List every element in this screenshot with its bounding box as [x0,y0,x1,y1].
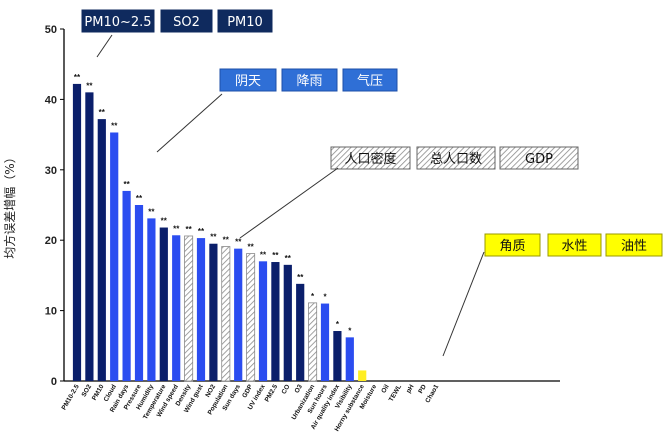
significance-label: ** [260,250,267,259]
y-tick-label: 0 [51,376,57,388]
significance-label: ** [235,238,242,247]
significance-label: ** [173,224,180,233]
bar [246,253,256,382]
y-axis-label: 均方误差增幅（%） [2,151,17,258]
category-label: PM2.5 [264,383,280,403]
y-tick-label: 40 [45,94,57,106]
annotation-box [484,233,541,257]
bar [122,190,131,381]
significance-label: ** [285,254,292,263]
annotation-box [605,233,663,257]
annotation-box-label: GDP [525,152,553,167]
category-label: Oil [380,383,390,394]
significance-label: ** [123,180,130,189]
significance-label: ** [148,207,155,216]
bar [271,262,280,381]
significance-label: ** [198,227,205,236]
category-label: PM10-2.5 [61,383,81,411]
category-label: O3 [294,383,305,394]
connector-line [156,93,223,153]
bar [209,243,218,381]
connector-line [96,34,113,58]
annotation-box [547,233,602,257]
significance-label: ** [272,251,279,260]
bar [72,83,82,382]
significance-label: ** [74,73,81,82]
bar [258,261,268,381]
connector-line [442,251,485,357]
category-label: pH [405,383,416,394]
axes: 0 10 20 30 40 50 均方误差增幅（%） [2,24,560,388]
bar [172,235,181,381]
category-label: PD [417,383,428,395]
annotation-box [217,9,273,33]
annotation-box [330,146,411,170]
y-tick-label: 30 [45,165,57,177]
significance-label: ** [297,273,304,282]
bar [196,238,206,381]
y-tick-label: 10 [45,306,57,318]
annotation-box-label: SO2 [173,15,200,30]
annotation-box-label: PM10 [227,15,263,30]
annotation-box-label: 水性 [561,239,587,254]
category-label: CO [281,384,292,396]
significance-label: * [323,293,327,302]
bar [234,248,243,381]
bar [283,264,292,381]
significance-label: ** [223,236,230,245]
annotation-box [160,9,213,33]
significance-label: ** [99,108,106,117]
bar [184,235,194,382]
bar [97,119,106,381]
significance-label: ** [247,243,254,252]
connector-line [239,167,339,239]
significance-label: ** [161,217,168,226]
significance-label: ** [136,194,143,203]
bar [147,218,156,381]
bar [296,283,305,381]
significance-label: * [311,292,315,301]
significance-label: * [348,326,352,335]
annotation-box [281,68,338,92]
annotation-box-label: 人口密度 [344,151,396,167]
significance-label: ** [210,233,217,242]
annotation-box [342,68,398,92]
annotation-box-label: 角质 [499,239,525,254]
y-tick-label: 50 [45,24,57,36]
annotation-box-label: 气压 [357,73,383,89]
annotation-box [416,146,496,170]
significance-label: ** [86,81,93,90]
y-tick-label: 20 [45,235,57,247]
annotation-box [81,9,155,33]
annotation-box-label: PM10~2.5 [84,15,151,30]
annotation-box-label: 油性 [621,239,647,254]
category-label: TEWL [388,383,403,402]
significance-label: * [336,320,340,329]
annotation-box-label: 降雨 [296,74,322,89]
bar [358,370,367,381]
bar [345,337,354,381]
bar [333,331,342,381]
annotation-box-label: 阴天 [235,74,261,89]
bar [320,303,330,381]
bar [134,205,144,381]
bar [110,132,119,381]
annotation-box [499,146,579,170]
significance-label: ** [185,225,192,234]
bar [221,246,231,382]
bar [159,227,168,381]
bar [308,302,318,382]
bars: **PM10-2.5**SO2**PM10**Cloud**Rain days*… [61,73,441,433]
annotation-box-label: 总人口数 [430,152,482,167]
significance-label: ** [111,121,118,130]
annotation-box [219,68,277,92]
bar [85,92,94,382]
